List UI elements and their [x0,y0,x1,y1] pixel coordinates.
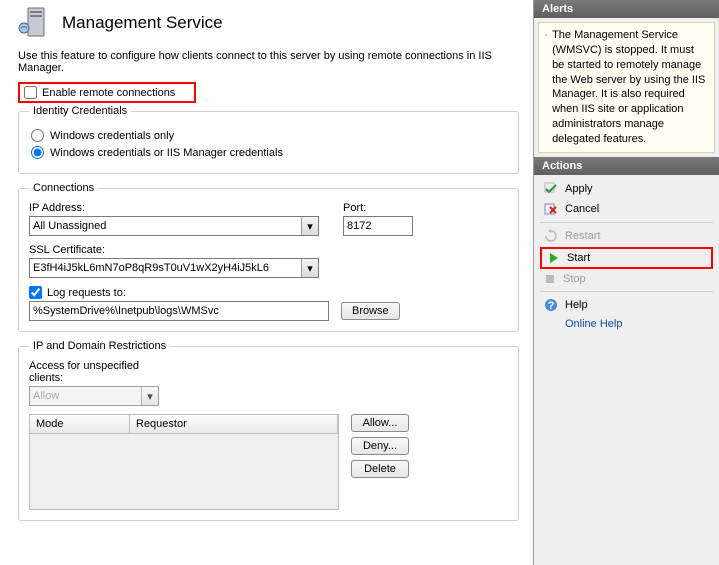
ip-dropdown[interactable]: ▾ [29,216,319,236]
deny-button[interactable]: Deny... [351,437,409,455]
access-value[interactable] [29,386,159,406]
identity-opt2-row: Windows credentials or IIS Manager crede… [31,146,506,159]
identity-opt2-label: Windows credentials or IIS Manager crede… [50,147,283,159]
ssl-dropdown[interactable]: ▾ [29,258,319,278]
cancel-action[interactable]: Cancel [534,199,719,219]
play-icon [548,252,560,264]
stop-label: Stop [563,273,586,285]
actions-title: Actions [534,157,719,175]
chevron-down-icon[interactable]: ▾ [141,387,158,405]
sidebar: Alerts The Management Service (WMSVC) is… [533,0,719,565]
log-label: Log requests to: [47,287,126,299]
actions-panel: Apply Cancel Restart Start Stop ? Help [534,175,719,333]
restart-icon [544,229,558,243]
enable-remote-label: Enable remote connections [42,87,175,99]
cancel-label: Cancel [565,203,599,215]
cancel-icon [544,202,558,216]
allow-button[interactable]: Allow... [351,414,409,432]
col-requestor[interactable]: Requestor [130,415,338,433]
connections-fieldset: Connections IP Address: ▾ Port: SSL Cert… [18,182,519,332]
description: Use this feature to configure how client… [18,50,519,74]
apply-label: Apply [565,183,593,195]
port-input[interactable] [343,216,413,236]
alerts-title: Alerts [534,0,719,18]
access-dropdown[interactable]: ▾ [29,386,159,406]
start-action[interactable]: Start [546,250,707,266]
log-check-row: Log requests to: [29,286,508,299]
start-label: Start [567,252,590,264]
ip-label: IP Address: [29,202,319,214]
help-label: Help [565,299,588,311]
log-checkbox[interactable] [29,286,42,299]
start-highlight: Start [540,247,713,269]
alert-text: The Management Service (WMSVC) is stoppe… [552,28,708,147]
apply-action[interactable]: Apply [534,179,719,199]
chevron-down-icon[interactable]: ▾ [301,259,318,277]
identity-fieldset: Identity Credentials Windows credentials… [18,105,519,174]
access-label: Access for unspecified clients: [29,360,159,384]
ssl-label: SSL Certificate: [29,244,319,256]
ip-value[interactable] [29,216,319,236]
identity-radio-iis[interactable] [31,146,44,159]
restrictions-legend: IP and Domain Restrictions [29,340,170,352]
log-path-input[interactable] [29,301,329,321]
restart-label: Restart [565,230,600,242]
col-mode[interactable]: Mode [30,415,130,433]
browse-button[interactable]: Browse [341,302,400,320]
apply-icon [544,182,558,196]
enable-remote-row: Enable remote connections [18,82,196,103]
header: Management Service [18,6,519,40]
identity-radio-windows[interactable] [31,129,44,142]
stop-icon [544,273,556,285]
help-icon: ? [544,298,558,312]
identity-opt1-label: Windows credentials only [50,130,174,142]
port-label: Port: [343,202,413,214]
page-title: Management Service [62,13,223,33]
identity-legend: Identity Credentials [29,105,131,117]
help-action[interactable]: ? Help [534,295,719,315]
identity-opt1-row: Windows credentials only [31,129,506,142]
chevron-down-icon[interactable]: ▾ [301,217,318,235]
svg-text:?: ? [548,300,555,312]
stop-action: Stop [534,270,719,288]
enable-remote-checkbox[interactable] [24,86,37,99]
main-panel: Management Service Use this feature to c… [0,0,533,565]
online-help-action[interactable]: Online Help [534,315,719,333]
restart-action: Restart [534,226,719,246]
delete-button[interactable]: Delete [351,460,409,478]
info-icon [545,28,547,42]
restrictions-table[interactable] [29,434,339,510]
server-icon [18,6,52,40]
restrictions-fieldset: IP and Domain Restrictions Access for un… [18,340,519,521]
table-header: Mode Requestor [29,414,339,434]
ssl-value[interactable] [29,258,319,278]
alert-box: The Management Service (WMSVC) is stoppe… [538,22,715,153]
online-help-label: Online Help [565,318,622,330]
connections-legend: Connections [29,182,98,194]
